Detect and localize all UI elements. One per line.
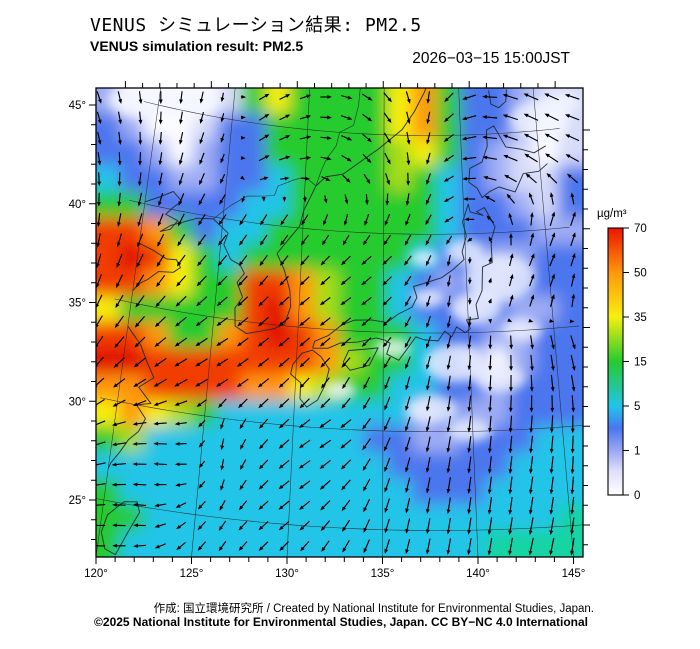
attribution-line: 作成: 国立環境研究所 / Created by National Instit… — [153, 603, 594, 615]
colorbar-tick-label: 1 — [634, 446, 640, 458]
lat-tick-label: 45° — [69, 100, 86, 112]
title-english: VENUS simulation result: PM2.5 — [90, 38, 304, 54]
colorbar: µg/m³ 70 50 35 15 5 1 0 — [597, 208, 647, 502]
coastline-china-liaoning-bohai — [144, 191, 214, 232]
coastline-shikoku — [342, 347, 379, 371]
colorbar-tick-label: 0 — [634, 490, 640, 502]
lon-tick-label: 145° — [562, 568, 586, 580]
colorbar-tick-label: 5 — [634, 401, 640, 413]
copyright-line: ©2025 National Institute for Environment… — [94, 614, 588, 629]
coastline-sakhalin-tip — [488, 89, 507, 109]
lon-tick-label: 125° — [180, 568, 204, 580]
wind-vector-arrows — [96, 91, 580, 556]
lon-tick-label: 140° — [466, 568, 490, 580]
axis-labels: 120° 125° 130° 135° 140° 145° 45° 40° 35° 30° 25° — [69, 100, 586, 580]
lon-tick-label: 120° — [84, 568, 108, 580]
coastline-hokkaido-north — [468, 125, 547, 183]
colorbar-tick-label: 70 — [634, 223, 647, 235]
colorbar-tick-label: 35 — [634, 312, 647, 324]
lat-tick-label: 35° — [69, 298, 86, 310]
colorbar-tick-label: 50 — [634, 268, 647, 280]
lon-tick-label: 130° — [275, 568, 299, 580]
coastline-shandong — [132, 242, 181, 291]
axis-ticks — [89, 81, 590, 564]
lat-tick-label: 25° — [69, 495, 86, 507]
lat-tick-label: 30° — [69, 396, 86, 408]
title-japanese: VENUS シミュレーション結果: PM2.5 — [90, 15, 422, 36]
lat-tick-label: 40° — [69, 199, 86, 211]
coastline-hokkaido-south — [468, 163, 548, 199]
coastline-primorye-coast — [315, 88, 427, 187]
colorbar-unit-label: µg/m³ — [597, 208, 627, 220]
timestamp: 2026−03−15 15:00JST — [412, 50, 570, 67]
colorbar-tick-label: 15 — [634, 357, 647, 369]
coastline-kyushu — [290, 349, 330, 408]
lon-tick-label: 135° — [371, 568, 395, 580]
coastline-korea — [213, 185, 317, 335]
coastline-russia-china-border — [315, 88, 361, 186]
